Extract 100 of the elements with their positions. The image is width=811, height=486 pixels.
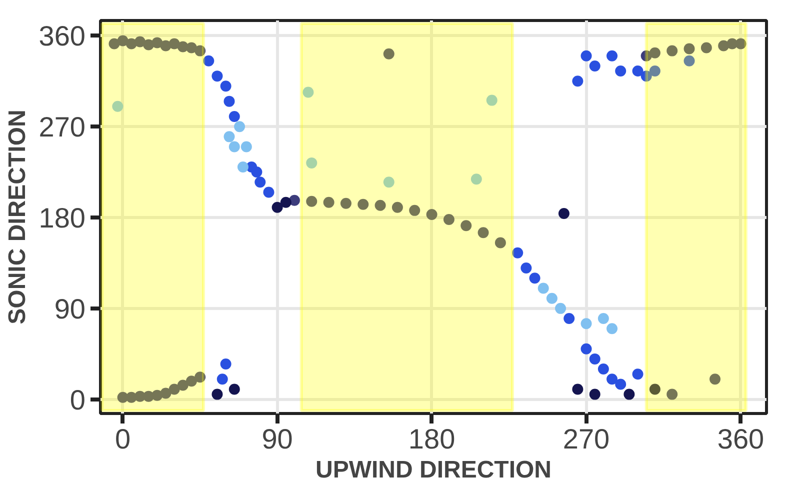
y-tick-label: 270 xyxy=(38,112,86,143)
point xyxy=(564,313,575,324)
point xyxy=(306,196,318,207)
point xyxy=(152,37,163,48)
point xyxy=(392,202,403,213)
point xyxy=(237,162,248,172)
point xyxy=(306,157,318,168)
point xyxy=(383,48,394,60)
point xyxy=(606,323,618,334)
point xyxy=(666,388,678,400)
x-tick-label: 0 xyxy=(115,424,131,454)
point xyxy=(224,131,235,142)
point xyxy=(186,376,197,387)
point xyxy=(212,70,223,82)
point xyxy=(134,36,146,48)
point xyxy=(580,318,592,330)
point xyxy=(700,42,712,54)
point xyxy=(538,282,549,294)
point xyxy=(234,121,246,132)
point xyxy=(666,45,678,56)
point xyxy=(606,50,618,62)
point xyxy=(735,38,746,50)
point xyxy=(632,66,644,77)
point xyxy=(615,66,626,77)
point xyxy=(186,42,197,54)
point xyxy=(512,247,524,258)
point xyxy=(216,374,228,385)
point xyxy=(409,204,420,216)
y-tick-label: 180 xyxy=(38,202,86,234)
point xyxy=(272,202,283,213)
point xyxy=(168,384,180,395)
point xyxy=(529,272,540,284)
y-tick-label: 90 xyxy=(54,293,86,324)
point xyxy=(572,76,584,87)
point xyxy=(640,70,652,82)
point xyxy=(478,227,489,238)
point xyxy=(640,50,652,62)
point xyxy=(254,176,266,188)
point xyxy=(228,110,240,122)
y-tick-label: 0 xyxy=(70,384,86,416)
point xyxy=(546,292,558,304)
point xyxy=(160,388,172,399)
point xyxy=(598,364,609,375)
point xyxy=(263,186,274,198)
point xyxy=(340,198,352,209)
point xyxy=(580,50,592,62)
point xyxy=(710,374,721,385)
point xyxy=(251,166,262,178)
point xyxy=(228,384,240,395)
point xyxy=(194,372,206,383)
point xyxy=(649,66,660,77)
point xyxy=(494,237,506,248)
x-axis-title: UPWIND DIRECTION xyxy=(316,456,552,484)
point xyxy=(598,313,609,324)
point xyxy=(152,390,163,401)
point xyxy=(555,302,566,314)
point xyxy=(224,96,235,107)
point xyxy=(443,214,454,226)
point xyxy=(624,388,635,400)
point xyxy=(220,80,232,92)
point xyxy=(194,45,206,56)
point xyxy=(632,368,644,380)
point xyxy=(606,374,618,385)
x-tick-label: 90 xyxy=(262,424,293,454)
point xyxy=(374,200,386,211)
point xyxy=(228,141,240,152)
point xyxy=(383,176,394,188)
point xyxy=(649,47,660,58)
x-tick-label: 270 xyxy=(562,424,610,454)
point xyxy=(486,94,498,106)
point xyxy=(589,353,600,364)
point xyxy=(358,198,369,210)
point xyxy=(649,384,660,395)
point xyxy=(589,60,600,72)
point xyxy=(589,388,600,400)
point xyxy=(302,86,314,98)
point xyxy=(108,38,120,50)
point xyxy=(572,384,584,395)
x-tick-label: 180 xyxy=(408,424,456,454)
point xyxy=(177,380,188,391)
point xyxy=(520,262,532,274)
point xyxy=(558,208,570,219)
point xyxy=(323,196,334,208)
point xyxy=(684,55,695,66)
point xyxy=(615,378,626,390)
point xyxy=(426,208,438,220)
point xyxy=(460,220,472,232)
point xyxy=(212,388,223,400)
point xyxy=(220,358,232,370)
point xyxy=(117,35,128,46)
point xyxy=(280,196,292,208)
point xyxy=(203,55,214,66)
x-tick-label: 360 xyxy=(717,424,764,454)
point xyxy=(684,43,695,54)
point xyxy=(112,100,124,112)
point xyxy=(580,343,592,354)
y-tick-label: 360 xyxy=(38,20,86,52)
point xyxy=(240,141,252,152)
point xyxy=(470,174,482,185)
point xyxy=(168,38,180,50)
